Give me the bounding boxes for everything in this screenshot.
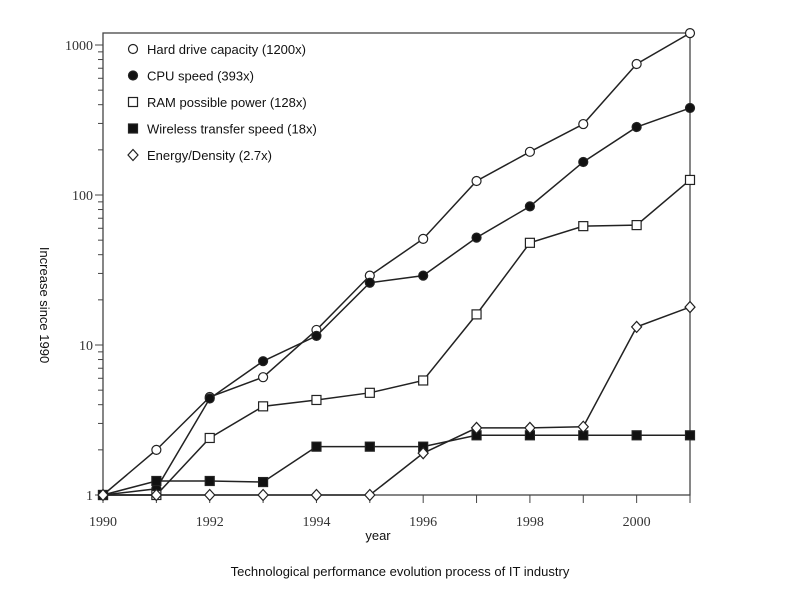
legend-label: CPU speed (393x) — [147, 69, 254, 84]
data-point — [470, 421, 483, 435]
legend-marker-icon — [127, 148, 139, 162]
data-point — [524, 201, 536, 212]
data-point — [311, 394, 322, 406]
chart-caption: Technological performance evolution proc… — [230, 564, 570, 579]
data-point — [418, 233, 429, 244]
data-point — [310, 488, 323, 502]
series-line — [102, 434, 690, 496]
x-tick-label: 1994 — [302, 515, 330, 530]
y-tick-label: 1 — [86, 489, 93, 504]
data-point — [151, 444, 162, 455]
data-point — [257, 488, 269, 502]
data-point — [471, 309, 482, 320]
series-line — [103, 179, 691, 496]
data-point — [578, 118, 589, 130]
series-3 — [97, 430, 696, 501]
data-point — [524, 237, 536, 248]
data-point — [471, 232, 482, 243]
data-point — [257, 401, 269, 412]
series-line — [102, 32, 691, 496]
data-point — [524, 146, 536, 157]
legend-item: Wireless transfer speed (18x) — [127, 122, 317, 137]
data-point — [684, 300, 696, 314]
data-point — [417, 446, 429, 460]
data-point — [418, 375, 429, 386]
legend-marker-icon — [127, 123, 139, 134]
x-tick-label: 1996 — [409, 515, 437, 530]
data-point — [684, 430, 696, 441]
data-point — [204, 393, 215, 404]
data-point — [311, 441, 322, 452]
series-group — [97, 28, 696, 502]
data-point — [97, 488, 109, 502]
axes: 1 10 100 1000 1990 1992 1994 1996 1998 2000 — [65, 32, 691, 530]
y-axis-label: Increase since 1990 — [37, 247, 52, 363]
x-tick-label: 1992 — [196, 515, 224, 530]
data-point — [257, 356, 269, 367]
y-tick-label: 10 — [79, 339, 93, 354]
data-point — [524, 421, 536, 435]
data-point — [631, 121, 642, 133]
legend-label: Wireless transfer speed (18x) — [147, 122, 317, 137]
data-point — [257, 372, 269, 383]
plot-frame — [102, 32, 691, 496]
data-point — [631, 430, 642, 441]
data-point — [630, 320, 643, 334]
data-point — [364, 277, 375, 288]
legend-marker-icon — [127, 70, 139, 81]
data-point — [418, 270, 429, 281]
data-point — [578, 221, 589, 232]
x-axis-label: year — [365, 528, 391, 543]
data-point — [471, 175, 482, 187]
data-point — [578, 156, 589, 168]
legend: Hard drive capacity (1200x) CPU speed (39… — [127, 42, 317, 163]
data-point — [631, 219, 642, 231]
series-line — [103, 306, 691, 496]
legend-item: CPU speed (393x) — [127, 69, 254, 84]
legend-item: RAM possible power (128x) — [127, 95, 307, 110]
series-4 — [97, 300, 696, 502]
legend-item: Hard drive capacity (1200x) — [127, 42, 306, 57]
legend-item: Energy/Density (2.7x) — [127, 148, 272, 163]
legend-marker-icon — [127, 43, 139, 55]
data-point — [151, 475, 162, 487]
legend-label: Energy/Density (2.7x) — [147, 148, 272, 163]
data-point — [684, 102, 696, 114]
legend-marker-icon — [127, 96, 139, 108]
x-tick-label: 1990 — [89, 515, 117, 530]
legend-label: RAM possible power (128x) — [147, 95, 307, 110]
y-tick-label: 100 — [72, 189, 93, 204]
data-point — [684, 28, 696, 39]
data-point — [684, 174, 696, 186]
data-point — [364, 488, 376, 502]
legend-label: Hard drive capacity (1200x) — [147, 42, 306, 57]
data-point — [577, 420, 590, 434]
series-2 — [97, 174, 696, 501]
data-point — [257, 476, 269, 488]
data-point — [150, 488, 163, 502]
data-point — [311, 330, 322, 341]
series-line — [102, 107, 691, 496]
data-point — [204, 432, 215, 444]
x-tick-label: 2000 — [623, 515, 651, 530]
data-point — [204, 475, 215, 487]
x-tick-label: 1998 — [516, 515, 544, 530]
data-point — [364, 387, 375, 398]
data-point — [631, 58, 642, 70]
data-point — [203, 488, 216, 502]
data-point — [364, 441, 375, 452]
y-tick-label: 1000 — [65, 39, 93, 54]
